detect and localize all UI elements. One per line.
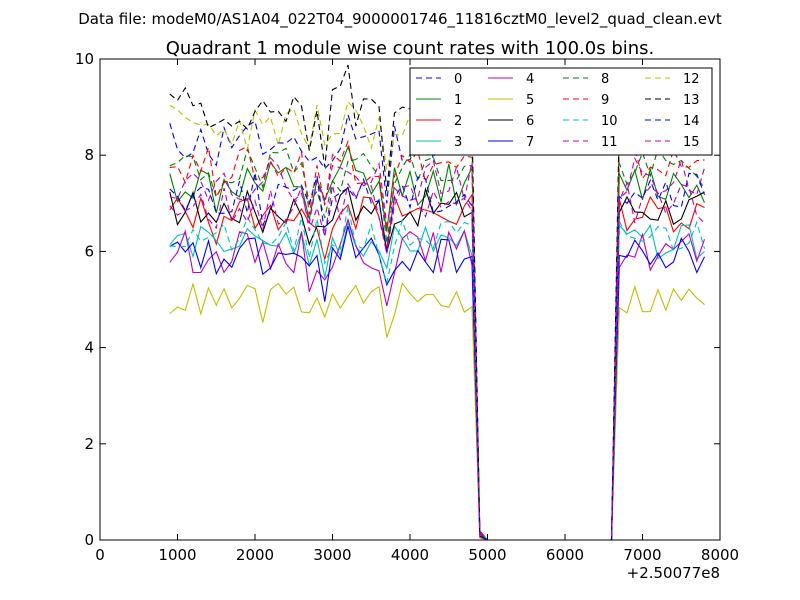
- chart-title: Quadrant 1 module wise count rates with …: [166, 38, 655, 59]
- x-tick-label: 8000: [701, 546, 739, 564]
- legend-label-4: 4: [526, 72, 534, 87]
- y-tick-label: 4: [84, 339, 94, 357]
- legend-label-0: 0: [454, 72, 462, 87]
- y-tick-label: 0: [84, 531, 94, 549]
- legend-label-8: 8: [601, 72, 609, 87]
- legend-label-7: 7: [526, 135, 534, 150]
- y-tick-label: 8: [84, 146, 94, 164]
- legend-label-11: 11: [601, 135, 618, 150]
- x-tick-label: 1000: [158, 546, 196, 564]
- data-file-label: Data file: modeM0/AS1A04_022T04_90000017…: [78, 10, 722, 29]
- legend-label-1: 1: [454, 93, 462, 108]
- legend-label-9: 9: [601, 93, 609, 108]
- x-tick-label: 0: [95, 546, 105, 564]
- series-layer: [169, 64, 706, 540]
- legend-label-6: 6: [526, 114, 534, 129]
- series-line-15: [169, 181, 705, 540]
- x-tick-label: 2000: [236, 546, 274, 564]
- legend-label-15: 15: [683, 135, 700, 150]
- legend-label-14: 14: [683, 114, 700, 129]
- legend-label-13: 13: [683, 93, 700, 108]
- x-tick-label: 7000: [623, 546, 661, 564]
- x-offset-label: +2.50077e8: [627, 564, 720, 582]
- y-tick-label: 10: [75, 50, 94, 68]
- x-tick-label: 3000: [313, 546, 351, 564]
- y-tick-label: 6: [84, 242, 94, 260]
- series-line-14: [169, 172, 706, 540]
- y-tick-label: 2: [84, 435, 94, 453]
- legend-label-5: 5: [526, 93, 534, 108]
- series-line-11: [169, 156, 706, 540]
- legend-label-10: 10: [601, 114, 618, 129]
- series-line-5: [169, 281, 705, 540]
- series-line-13: [169, 64, 705, 540]
- x-tick-label: 5000: [468, 546, 506, 564]
- legend-label-3: 3: [454, 135, 462, 150]
- x-tick-label: 4000: [391, 546, 429, 564]
- legend-label-12: 12: [683, 72, 700, 87]
- x-tick-label: 6000: [546, 546, 584, 564]
- legend-label-2: 2: [454, 114, 462, 129]
- series-line-9: [169, 139, 705, 540]
- legend-box: [409, 67, 713, 156]
